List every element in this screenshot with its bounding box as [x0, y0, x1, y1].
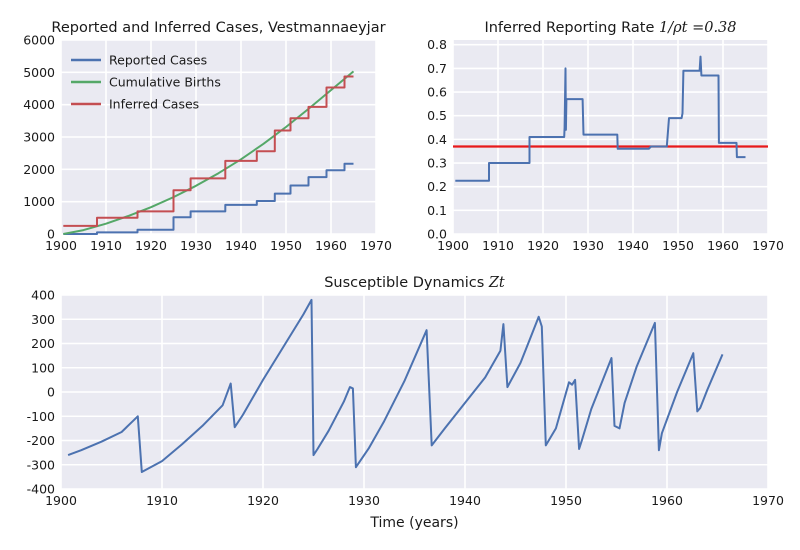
y-tick-label: 0.6 — [427, 85, 447, 100]
x-tick-label: 1930 — [572, 238, 604, 253]
series-line-1 — [67, 298, 724, 473]
y-tick-label: 0 — [47, 385, 55, 400]
y-tick-label: 0.4 — [427, 132, 447, 147]
y-tick-label: 0.2 — [427, 179, 447, 194]
chart-panel-1: 1900 1910 1920 1930 1940 1950 1960 1970 0 1000 200… — [23, 20, 392, 253]
x-tick-label: 1960 — [315, 238, 347, 253]
series-line-inferred-cases — [63, 75, 354, 227]
y-tick-label: 3000 — [23, 130, 55, 145]
y-tick-label: 2000 — [23, 162, 55, 177]
x-tick-label: 1920 — [135, 238, 167, 253]
y-tick-label: 0.5 — [427, 108, 447, 123]
x-tick-label: 1950 — [550, 493, 582, 508]
plot-area — [453, 40, 768, 234]
x-tick-label: 1900 — [437, 238, 469, 253]
legend-label: Cumulative Births — [109, 75, 221, 90]
x-tick-label: 1960 — [651, 493, 683, 508]
legend-label: Inferred Cases — [109, 97, 199, 112]
y-tick-label: 0.3 — [427, 156, 447, 171]
x-tick-label: 1940 — [225, 238, 257, 253]
chart-title: Reported and Inferred Cases, Vestmannaey… — [51, 20, 385, 36]
y-tick-label: 0.1 — [427, 203, 447, 218]
x-tick-label: 1900 — [45, 493, 77, 508]
chart-panel-3: 1900 1910 1920 1930 1940 1950 1960 1970 -400 -300… — [27, 275, 784, 531]
y-tick-label: 4000 — [23, 97, 55, 112]
y-tick-label: 0 — [47, 227, 55, 242]
y-tick-label: -400 — [27, 482, 55, 497]
y-tick-label: -200 — [27, 433, 55, 448]
y-tick-label: 0.8 — [427, 37, 447, 52]
x-tick-label: 1910 — [90, 238, 122, 253]
y-tick-label: 1000 — [23, 194, 55, 209]
y-tick-label: 6000 — [23, 33, 55, 48]
chart-title: Susceptible Dynamics Zt — [324, 275, 505, 291]
x-tick-label: 1970 — [360, 238, 392, 253]
x-tick-label: 1950 — [662, 238, 694, 253]
legend: Reported Cases Cumulative Births Inferred … — [71, 53, 221, 112]
y-tick-label: 300 — [31, 312, 55, 327]
y-tick-label: 100 — [31, 360, 55, 375]
x-tick-label: 1960 — [707, 238, 739, 253]
series-line-1 — [455, 55, 746, 182]
x-tick-label: 1950 — [270, 238, 302, 253]
x-tick-label: 1930 — [348, 493, 380, 508]
x-tick-label: 1970 — [752, 493, 784, 508]
legend-label: Reported Cases — [109, 53, 207, 68]
x-tick-label: 1940 — [449, 493, 481, 508]
y-tick-label: 0.0 — [427, 227, 447, 242]
y-tick-label: 200 — [31, 336, 55, 351]
chart-title: Inferred Reporting Rate 1/ρt =0.38 — [484, 20, 736, 36]
x-tick-label: 1910 — [482, 238, 514, 253]
y-tick-label: -300 — [27, 457, 55, 472]
x-tick-label: 1970 — [752, 238, 784, 253]
x-tick-label: 1910 — [146, 493, 178, 508]
y-tick-label: 0.7 — [427, 61, 447, 76]
y-tick-label: 5000 — [23, 65, 55, 80]
x-tick-label: 1920 — [527, 238, 559, 253]
x-tick-label: 1900 — [45, 238, 77, 253]
y-tick-label: 400 — [31, 288, 55, 303]
x-tick-label: 1920 — [247, 493, 279, 508]
chart-panel-2: 1900 1910 1920 1930 1940 1950 1960 1970 0.0 0.1 0.… — [427, 20, 784, 253]
series-line-cumulative-births — [63, 70, 355, 235]
x-tick-label: 1930 — [180, 238, 212, 253]
x-axis-label: Time (years) — [369, 515, 458, 531]
x-tick-label: 1940 — [617, 238, 649, 253]
series-line-reported-cases — [63, 162, 354, 235]
y-tick-label: -100 — [27, 409, 55, 424]
